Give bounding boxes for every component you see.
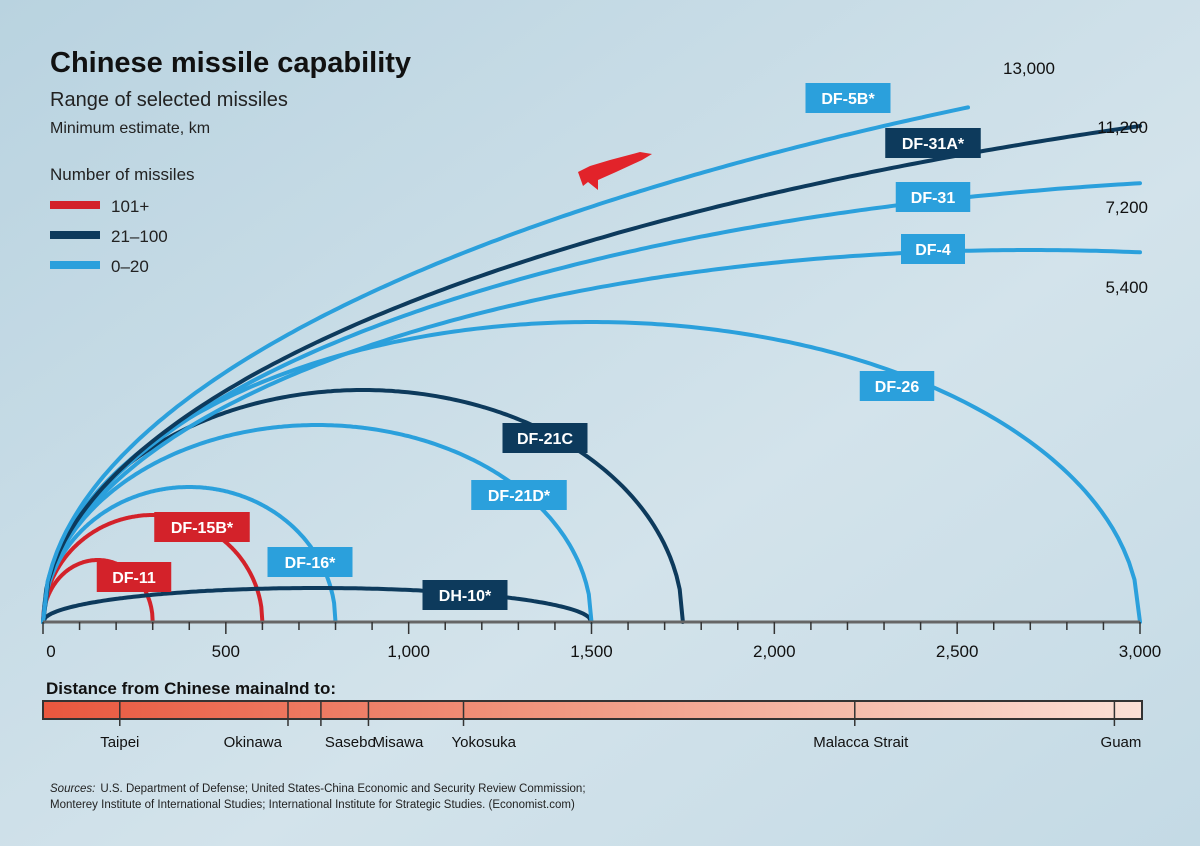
label-df-5b: DF-5B*	[805, 83, 891, 113]
label-df-11: DF-11	[96, 562, 172, 592]
unit-note: Minimum estimate, km	[50, 120, 210, 137]
label-text: DF-31A*	[902, 136, 965, 153]
end-label-df-5b: 13,000	[1003, 59, 1055, 78]
missile-icon	[578, 152, 652, 190]
tick-label: 3,000	[1119, 642, 1162, 661]
arc-df-21d	[41, 423, 594, 624]
place-label: Guam	[1101, 734, 1142, 751]
label-box	[502, 423, 588, 453]
distance-title: Distance from Chinese mainalnd to:	[46, 679, 336, 698]
end-label-df-31: 7,200	[1105, 198, 1148, 217]
label-text: DF-11	[112, 570, 156, 587]
end-label-df-4: 5,400	[1105, 278, 1148, 297]
label-df-16: DF-16*	[267, 547, 353, 577]
label-df-26: DF-26	[859, 371, 935, 401]
label-text: DF-21D*	[488, 488, 551, 505]
label-box	[154, 512, 250, 542]
arc-df-16	[41, 485, 338, 624]
label-df-21c: DF-21C	[502, 423, 588, 453]
label-dh-10: DH-10*	[422, 580, 508, 610]
sources: Sources: U.S. Department of Defense; Unit…	[50, 783, 586, 795]
legend-label: 101+	[111, 197, 149, 216]
legend-label: 0–20	[111, 257, 149, 276]
place-label: Taipei	[100, 734, 139, 751]
label-text: DF-16*	[285, 555, 336, 572]
distance-bar	[42, 700, 1143, 720]
label-box	[895, 182, 971, 212]
missile-labels: DF-11 DF-15B* DF-16* DH-10* DF-21D* DF-21C DF-…	[96, 59, 1148, 610]
label-df-4: DF-4	[901, 234, 965, 264]
label-box	[422, 580, 508, 610]
label-df-31: DF-31	[895, 182, 971, 212]
end-label-df-31a: 11,200	[1097, 118, 1148, 137]
label-box	[885, 128, 981, 158]
label-text: DF-31	[911, 190, 956, 207]
sources-line-2: Monterey Institute of International Stud…	[50, 799, 575, 811]
label-box	[267, 547, 353, 577]
label-text: DF-15B*	[171, 520, 234, 537]
label-text: DF-21C	[517, 431, 573, 448]
label-df-31a: DF-31A*	[885, 128, 981, 158]
label-box	[471, 480, 567, 510]
label-df-21d: DF-21D*	[471, 480, 567, 510]
label-text: DF-26	[875, 379, 920, 396]
tick-label: 2,500	[936, 642, 979, 661]
label-box	[901, 234, 965, 264]
arc-df-26	[41, 320, 1142, 624]
x-axis: 0 500 1,000 1,500 2,000 2,500 3,000	[42, 620, 1162, 661]
tick-label: 2,000	[753, 642, 796, 661]
place-label: Sasebo	[325, 734, 376, 751]
place-label: Okinawa	[224, 734, 283, 751]
label-box	[96, 562, 172, 592]
label-text: DF-4	[915, 242, 951, 259]
label-df-15b: DF-15B*	[154, 512, 250, 542]
label-box	[805, 83, 891, 113]
place-label: Malacca Strait	[813, 734, 909, 751]
arc-df-5b	[41, 105, 970, 624]
chart-title: Chinese missile capability	[50, 47, 411, 79]
place-label: Misawa	[372, 734, 424, 751]
legend-swatch	[50, 231, 100, 239]
tick-label: 500	[212, 642, 240, 661]
tick-label: 1,000	[387, 642, 430, 661]
label-text: DH-10*	[439, 588, 492, 605]
legend: 101+ 21–100 0–20	[50, 197, 168, 276]
sources-line-1: U.S. Department of Defense; United State…	[100, 783, 585, 795]
legend-title: Number of missiles	[50, 165, 195, 184]
sources-label: Sources:	[50, 783, 95, 795]
arc-df-15b	[41, 513, 265, 624]
label-text: DF-5B*	[821, 91, 875, 108]
tick-label: 1,500	[570, 642, 613, 661]
legend-swatch	[50, 201, 100, 209]
place-label: Yokosuka	[452, 734, 517, 751]
tick-label: 0	[46, 642, 55, 661]
legend-label: 21–100	[111, 227, 168, 246]
chart-subtitle: Range of selected missiles	[50, 89, 288, 111]
legend-swatch	[50, 261, 100, 269]
label-box	[859, 371, 935, 401]
